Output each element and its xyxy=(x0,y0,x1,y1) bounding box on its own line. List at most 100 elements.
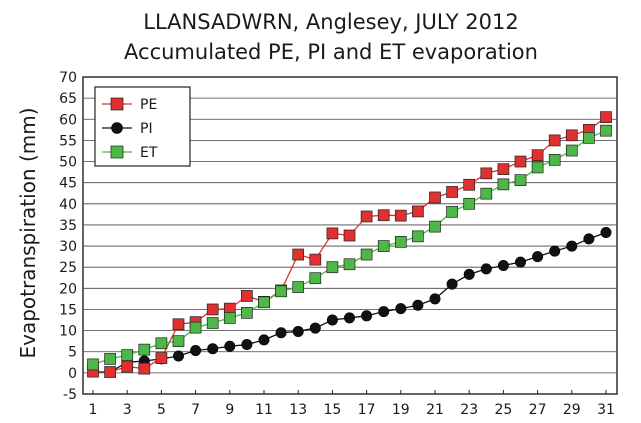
data-point-et xyxy=(87,358,99,371)
x-tick-label: 29 xyxy=(563,402,581,418)
data-point-pi xyxy=(549,245,561,257)
data-point-pe xyxy=(514,155,527,168)
data-point-pi xyxy=(275,327,287,339)
y-tick-label: 30 xyxy=(59,239,77,255)
data-point-pi xyxy=(480,263,492,275)
data-point-pe xyxy=(429,191,441,204)
data-point-pe xyxy=(343,229,356,242)
data-point-et xyxy=(241,306,253,319)
x-tick-label: 19 xyxy=(392,402,410,418)
data-point-pi xyxy=(241,339,253,351)
chart-title: LLANSADWRN, Anglesey, JULY 2012 xyxy=(143,10,518,34)
data-point-et xyxy=(258,296,270,309)
data-point-et xyxy=(104,353,116,365)
data-series xyxy=(87,111,612,378)
x-tick-label: 13 xyxy=(289,402,307,418)
data-point-et xyxy=(292,281,305,293)
x-tick-label: 25 xyxy=(494,402,512,418)
data-point-pi xyxy=(258,334,270,346)
data-point-et xyxy=(565,144,578,157)
x-tick-label: 23 xyxy=(460,402,478,418)
data-point-pe xyxy=(565,129,578,142)
data-point-pi xyxy=(583,233,595,245)
data-point-pi xyxy=(566,240,578,252)
y-tick-label: 40 xyxy=(59,197,77,213)
data-point-et xyxy=(497,178,510,191)
chart-subtitle: Accumulated PE, PI and ET evaporation xyxy=(124,40,538,64)
data-point-et xyxy=(463,197,476,210)
data-point-pi xyxy=(463,268,475,280)
data-point-et xyxy=(138,343,151,356)
data-point-et xyxy=(343,258,356,271)
data-point-pe xyxy=(241,290,253,302)
data-point-pi xyxy=(497,260,509,272)
data-point-pe xyxy=(497,163,510,175)
y-tick-label: 0 xyxy=(68,366,77,382)
data-point-et xyxy=(121,349,134,361)
data-point-pe xyxy=(360,210,373,223)
data-point-pi xyxy=(395,303,407,315)
data-point-et xyxy=(223,312,236,324)
data-point-pi xyxy=(343,312,355,324)
data-point-pe xyxy=(394,209,407,222)
legend-marker-et xyxy=(110,145,124,159)
data-point-pe xyxy=(326,227,339,240)
data-point-et xyxy=(360,248,373,261)
data-point-pe xyxy=(121,360,134,373)
data-point-pe xyxy=(412,205,424,218)
legend-marker-pi xyxy=(111,122,123,134)
y-tick-label: 20 xyxy=(59,281,77,297)
x-tick-label: 1 xyxy=(89,402,98,418)
legend: PE PI ET xyxy=(94,86,191,167)
data-point-pi xyxy=(292,325,304,337)
data-point-et xyxy=(548,153,561,166)
data-point-et xyxy=(412,230,424,243)
y-tick-label: 60 xyxy=(59,112,77,128)
legend-label-pi: PI xyxy=(140,121,153,137)
data-point-pi xyxy=(446,278,458,290)
data-point-pe xyxy=(138,362,151,375)
y-tick-label: 55 xyxy=(59,133,77,149)
data-point-pi xyxy=(173,350,185,362)
data-point-pi xyxy=(429,293,441,305)
series-line-pi xyxy=(92,231,607,373)
data-point-pe xyxy=(600,111,612,124)
x-tick-label: 9 xyxy=(225,402,234,418)
plot-frame xyxy=(82,76,618,395)
data-point-pe xyxy=(480,167,493,180)
data-point-pi xyxy=(361,310,373,322)
data-point-pi xyxy=(412,299,424,311)
data-point-pi xyxy=(514,256,526,268)
x-tick-label: 31 xyxy=(597,402,615,418)
x-tick-label: 3 xyxy=(123,402,132,418)
data-point-et xyxy=(514,174,527,186)
legend-marker-pe xyxy=(110,97,124,111)
x-tick-label: 11 xyxy=(255,402,273,418)
data-point-pi xyxy=(190,344,202,356)
data-point-et xyxy=(394,235,407,248)
data-point-pe xyxy=(206,303,219,316)
y-tick-label: 70 xyxy=(59,70,77,86)
data-point-et xyxy=(326,261,339,274)
x-tick-label: 17 xyxy=(358,402,376,418)
data-point-pi xyxy=(532,251,544,263)
data-point-et xyxy=(531,161,544,174)
data-point-pi xyxy=(326,314,338,326)
data-point-pe xyxy=(463,178,476,191)
legend-label-et: ET xyxy=(140,145,158,161)
data-point-pe xyxy=(309,253,322,266)
data-point-pe xyxy=(446,186,458,198)
data-point-et xyxy=(446,205,458,218)
data-point-et xyxy=(583,132,595,144)
y-tick-label: 65 xyxy=(59,91,77,107)
data-point-pe xyxy=(292,248,305,261)
data-point-pe xyxy=(531,149,544,162)
x-tick-label: 21 xyxy=(426,402,444,418)
data-point-et xyxy=(309,272,322,285)
data-point-et xyxy=(600,124,612,137)
y-tick-label: 25 xyxy=(59,260,77,276)
data-point-pi xyxy=(207,343,219,355)
data-point-et xyxy=(189,321,202,334)
data-point-et xyxy=(377,240,390,252)
y-axis-label: Evapotranspiration (mm) xyxy=(16,107,40,358)
